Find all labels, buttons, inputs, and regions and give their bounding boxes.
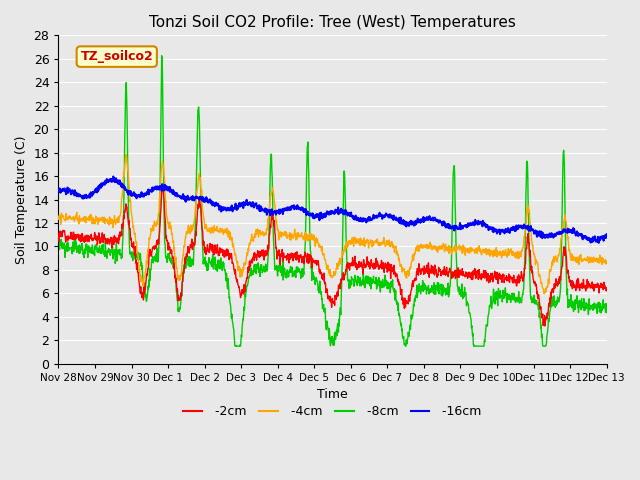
- X-axis label: Time: Time: [317, 388, 348, 401]
- Legend:   -2cm,   -4cm,   -8cm,   -16cm: -2cm, -4cm, -8cm, -16cm: [179, 400, 487, 423]
- Text: TZ_soilco2: TZ_soilco2: [81, 50, 153, 63]
- Y-axis label: Soil Temperature (C): Soil Temperature (C): [15, 135, 28, 264]
- Title: Tonzi Soil CO2 Profile: Tree (West) Temperatures: Tonzi Soil CO2 Profile: Tree (West) Temp…: [149, 15, 516, 30]
